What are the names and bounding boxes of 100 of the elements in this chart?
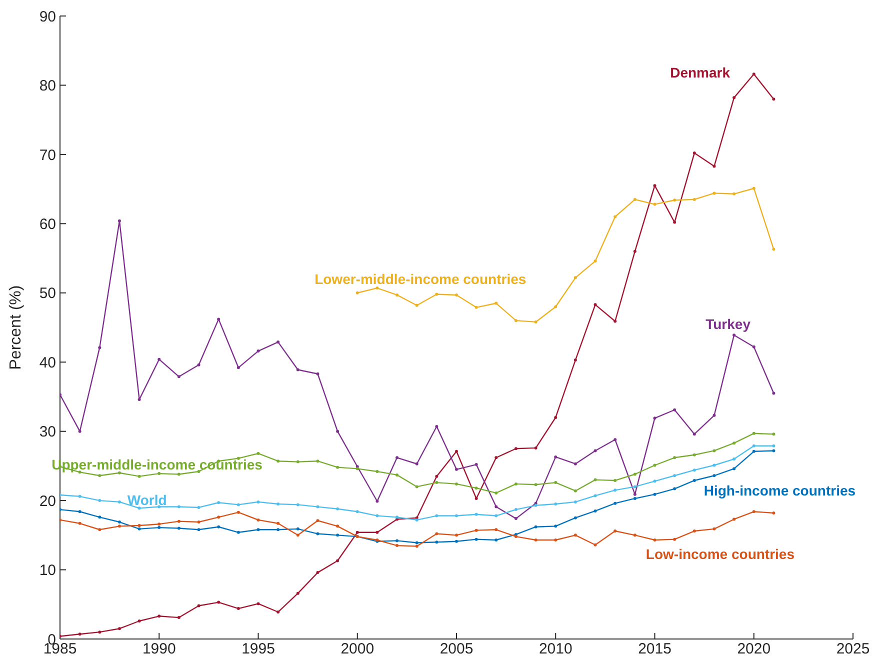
point [732, 334, 736, 337]
point [574, 489, 577, 492]
point [692, 432, 696, 436]
point [78, 494, 82, 498]
point [574, 516, 577, 520]
point [494, 528, 498, 532]
point [376, 514, 379, 518]
point [732, 96, 736, 100]
point [276, 528, 280, 532]
point [494, 538, 498, 542]
point [752, 72, 756, 76]
point [614, 438, 617, 442]
point [78, 510, 82, 514]
point [256, 350, 260, 353]
point [554, 455, 558, 458]
point [236, 607, 240, 610]
point [435, 474, 438, 478]
point [594, 303, 597, 306]
point [494, 302, 498, 305]
point [118, 524, 121, 528]
point [415, 544, 418, 548]
point [435, 514, 438, 518]
point [217, 318, 220, 321]
point [78, 430, 82, 433]
point [158, 358, 161, 361]
point [197, 520, 200, 524]
point [474, 496, 478, 500]
x-tick-label: 2015 [638, 640, 672, 658]
point [197, 604, 200, 608]
point [78, 522, 82, 525]
point [732, 518, 736, 521]
point [296, 534, 300, 537]
point [614, 215, 617, 218]
point [614, 488, 617, 492]
y-tick-label: 60 [39, 216, 56, 233]
point [256, 602, 260, 606]
point [197, 506, 200, 509]
point [177, 526, 180, 530]
y-tick-label: 80 [39, 78, 56, 95]
point [177, 375, 180, 378]
point [653, 202, 656, 206]
point [197, 528, 200, 532]
point [396, 456, 399, 460]
point [236, 503, 240, 506]
point [653, 538, 656, 542]
point [614, 320, 617, 323]
point [455, 468, 458, 471]
point [98, 499, 102, 502]
point [316, 571, 320, 574]
point [98, 528, 102, 532]
point [276, 460, 280, 463]
point [296, 592, 300, 595]
point [673, 538, 676, 541]
point [752, 186, 756, 190]
point [177, 472, 180, 476]
point [217, 516, 220, 519]
x-tick-label: 2010 [538, 640, 572, 658]
point [376, 500, 379, 503]
point [712, 449, 716, 452]
point [276, 340, 280, 344]
point [732, 458, 736, 461]
point [534, 525, 538, 528]
point [712, 414, 716, 417]
point [356, 510, 359, 514]
point [673, 220, 676, 224]
point [376, 286, 379, 290]
point [415, 541, 418, 544]
point [435, 540, 438, 544]
point [316, 505, 320, 508]
point [256, 452, 260, 455]
point [98, 516, 102, 519]
point [336, 466, 340, 469]
point [336, 534, 340, 537]
point [356, 530, 359, 534]
point [712, 474, 716, 478]
point [574, 534, 577, 537]
point [712, 464, 716, 467]
point [554, 305, 558, 308]
x-tick-label: 1990 [142, 640, 176, 658]
point [772, 248, 776, 251]
point [474, 528, 478, 532]
point [197, 363, 200, 366]
point [534, 483, 538, 486]
y-tick-label: 10 [39, 562, 56, 580]
point [118, 219, 121, 222]
point [772, 449, 776, 452]
point [554, 538, 558, 542]
point [435, 292, 438, 296]
point [98, 474, 102, 478]
point [752, 450, 756, 453]
y-tick-label: 50 [39, 285, 56, 302]
point [614, 530, 617, 533]
series-label: Lower-middle-income countries [314, 270, 526, 287]
point [236, 530, 240, 534]
point [276, 522, 280, 525]
point [435, 481, 438, 484]
point [673, 456, 676, 460]
point [712, 192, 716, 195]
point [356, 291, 359, 294]
point [474, 486, 478, 490]
